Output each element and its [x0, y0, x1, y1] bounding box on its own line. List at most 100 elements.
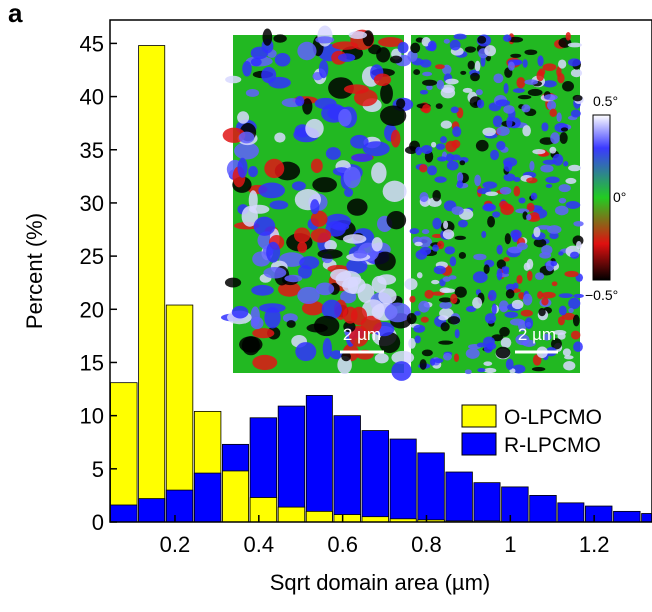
- inset-texture: [543, 94, 558, 101]
- colorbar-label: 0°: [613, 189, 626, 205]
- inset-texture: [448, 275, 457, 280]
- inset-texture: [341, 352, 351, 362]
- inset-texture: [467, 60, 475, 70]
- inset-texture: [269, 200, 289, 210]
- inset-texture: [378, 37, 404, 48]
- inset-texture: [252, 354, 278, 371]
- inset-texture: [505, 283, 516, 292]
- inset-texture: [251, 284, 274, 296]
- bar: [501, 486, 529, 522]
- inset-texture: [436, 79, 445, 90]
- legend-label: R-LPCMO: [504, 434, 601, 457]
- inset-texture: [516, 242, 528, 250]
- inset-texture: [503, 34, 512, 42]
- inset-texture: [444, 246, 456, 255]
- inset-texture: [282, 313, 298, 323]
- inset-texture: [268, 76, 291, 89]
- inset-texture: [390, 129, 401, 148]
- inset-texture: [452, 126, 462, 138]
- inset-texture: [527, 270, 533, 281]
- inset-texture: [518, 197, 526, 204]
- inset-texture: [438, 297, 453, 303]
- x-tick-label: 0.4: [244, 532, 275, 557]
- inset-texture: [503, 173, 516, 182]
- inset-texture: [562, 81, 574, 92]
- inset-texture: [410, 42, 421, 54]
- inset-texture: [445, 140, 458, 153]
- inset-texture: [456, 172, 464, 183]
- inset-texture: [511, 299, 524, 310]
- colorbar-label: −0.5°: [585, 287, 618, 303]
- inset-texture: [558, 59, 567, 69]
- inset-texture: [422, 104, 431, 114]
- inset-texture: [484, 45, 496, 57]
- inset-texture: [504, 233, 511, 245]
- inset-texture: [561, 312, 576, 321]
- legend-label: O-LPCMO: [504, 406, 602, 429]
- inset-texture: [503, 160, 513, 172]
- inset-texture: [338, 53, 356, 62]
- inset-texture: [565, 201, 581, 209]
- inset-texture: [351, 153, 373, 163]
- inset-texture: [454, 286, 467, 298]
- inset-texture: [427, 40, 437, 52]
- inset-texture: [512, 88, 525, 93]
- inset-texture: [378, 288, 397, 304]
- inset-texture: [476, 99, 485, 109]
- inset-texture: [570, 68, 583, 78]
- inset-texture: [522, 59, 528, 68]
- inset-texture: [414, 241, 423, 247]
- inset-texture: [456, 180, 464, 189]
- inset-texture: [572, 94, 583, 102]
- inset-texture: [237, 111, 250, 124]
- inset-texture: [558, 184, 571, 193]
- inset-texture: [330, 268, 352, 282]
- inset-texture: [527, 88, 543, 97]
- inset-texture: [570, 109, 581, 118]
- inset-texture: [321, 299, 342, 320]
- inset-texture: [344, 187, 354, 197]
- inset-texture: [231, 305, 249, 319]
- scale-label: 2 µm: [518, 325, 556, 344]
- inset-texture: [454, 329, 460, 339]
- inset-texture: [302, 98, 313, 115]
- inset-texture: [225, 75, 242, 84]
- inset-texture: [406, 312, 417, 325]
- inset-texture: [474, 174, 482, 187]
- inset-texture: [496, 268, 503, 281]
- inset-texture: [522, 293, 533, 306]
- inset-texture: [552, 153, 564, 166]
- inset-texture: [523, 262, 531, 271]
- inset-texture: [449, 256, 457, 267]
- inset-texture: [526, 177, 538, 184]
- inset-texture: [565, 31, 571, 41]
- bar: [193, 472, 222, 522]
- inset-texture: [310, 228, 332, 243]
- inset-texture: [549, 146, 557, 154]
- inset-texture: [549, 231, 559, 240]
- inset-texture: [432, 189, 441, 202]
- inset-texture: [524, 49, 538, 56]
- inset-texture: [310, 199, 320, 215]
- inset-texture: [238, 131, 255, 144]
- inset-texture: [404, 278, 418, 291]
- bar: [585, 505, 613, 522]
- inset-texture: [384, 302, 411, 323]
- inset-texture: [391, 350, 415, 365]
- inset-texture: [328, 77, 354, 99]
- inset-texture: [465, 348, 480, 359]
- inset-texture: [460, 70, 467, 75]
- inset-texture: [318, 59, 329, 79]
- inset-texture: [522, 125, 531, 137]
- inset-texture: [503, 105, 515, 114]
- inset-texture: [291, 181, 306, 191]
- inset-texture: [293, 227, 311, 243]
- inset-texture: [284, 274, 303, 283]
- inset-texture: [419, 191, 429, 203]
- inset-texture: [551, 338, 562, 350]
- inset-texture: [475, 89, 483, 96]
- x-tick-label: 0.2: [160, 532, 191, 557]
- inset-texture: [427, 165, 438, 176]
- inset: 2 µm 2 µm 0.5° 0° −0.5°: [220, 25, 626, 381]
- inset-texture: [557, 316, 565, 326]
